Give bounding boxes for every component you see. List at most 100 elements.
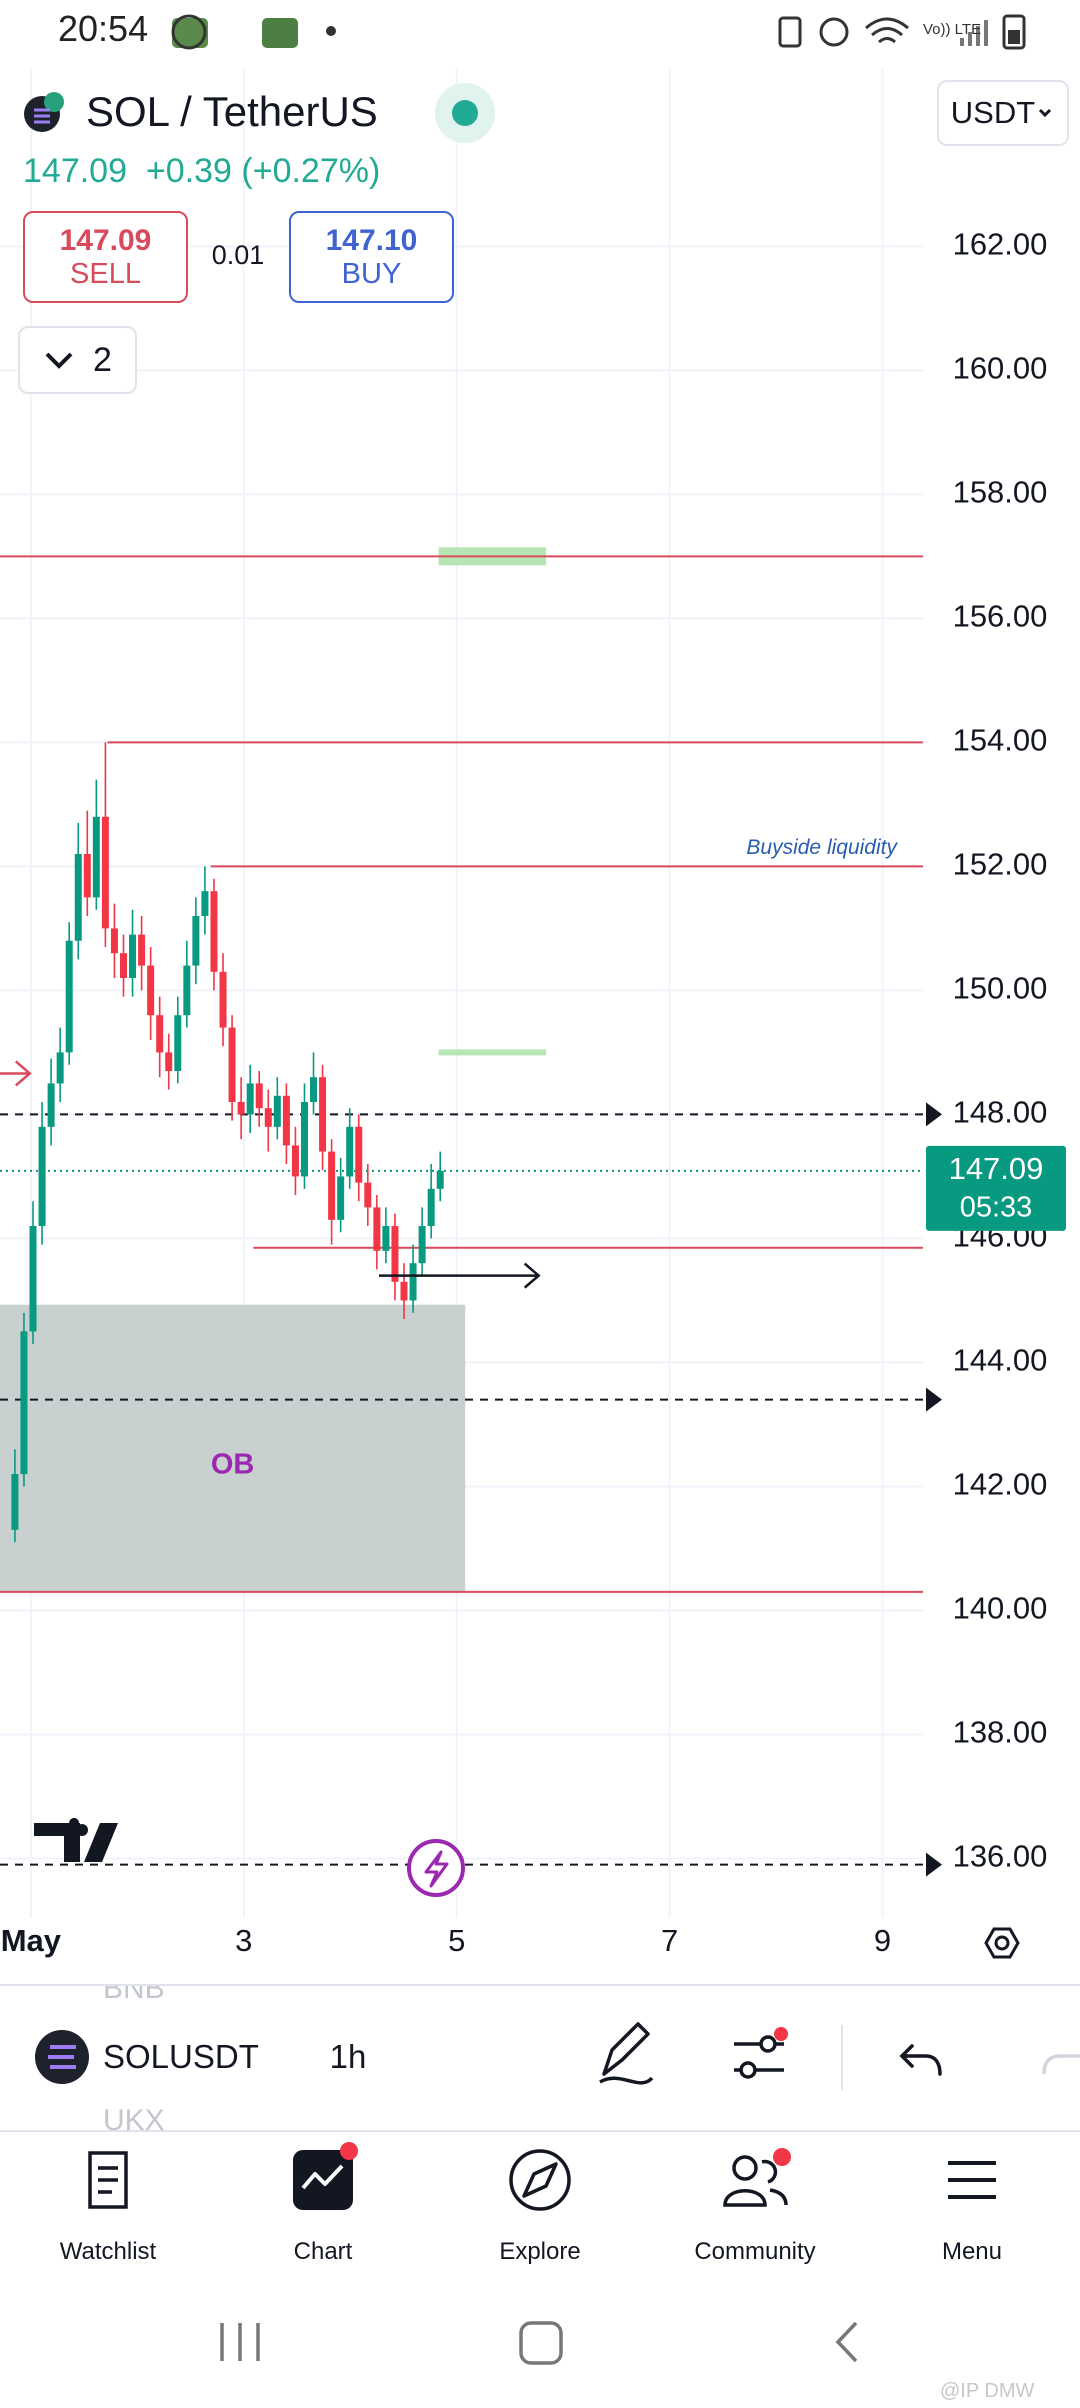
symbol-title[interactable]: SOL / TetherUS: [86, 88, 378, 135]
candle-body: [328, 1151, 336, 1220]
candle-body: [56, 1052, 64, 1084]
alert-button[interactable]: [407, 1839, 465, 1897]
buy-button[interactable]: 147.10 BUY: [289, 211, 454, 303]
nav-label[interactable]: Menu: [941, 2238, 1003, 2265]
line-label: Buyside liquidity: [746, 836, 898, 859]
candle-body: [273, 1095, 281, 1127]
undo-icon[interactable]: [899, 2044, 942, 2076]
candle-body: [418, 1226, 426, 1264]
sell-label: SELL: [70, 257, 141, 290]
interval-button[interactable]: 1h: [329, 2038, 367, 2075]
chart-icon-line: [301, 2164, 344, 2190]
candle-body: [319, 1077, 327, 1152]
line-end-marker: [926, 1387, 942, 1412]
candle-body: [110, 928, 118, 954]
wifi-icon: [865, 17, 909, 44]
candle-body: [20, 1331, 28, 1475]
indicators-toggle[interactable]: 2: [18, 326, 137, 394]
candle-body: [409, 1263, 417, 1301]
line-end-marker: [926, 1102, 942, 1127]
y-tick-label: 154.00: [953, 723, 1048, 758]
symbol-logo: [24, 92, 64, 132]
status-app-icon: [172, 18, 208, 48]
candle-body: [427, 1188, 435, 1227]
candle-body: [210, 891, 218, 972]
home-button[interactable]: [519, 2321, 563, 2365]
sell-button[interactable]: 147.09 SELL: [23, 211, 188, 303]
explore-icon[interactable]: [509, 2149, 571, 2211]
nav-label[interactable]: Watchlist: [59, 2238, 157, 2265]
candle-body: [201, 891, 209, 916]
status-time: 20:54: [58, 8, 149, 49]
order-block: [0, 1304, 466, 1592]
y-tick-label: 158.00: [953, 475, 1048, 510]
recents-button[interactable]: [220, 2323, 260, 2361]
buy-price: 147.10: [325, 223, 418, 257]
candle-body: [228, 1027, 236, 1103]
buy-label: BUY: [341, 257, 402, 290]
back-button[interactable]: [835, 2321, 858, 2363]
draw-icon[interactable]: [599, 2022, 654, 2085]
signal-icon: [960, 20, 988, 46]
lightning-icon: [424, 1850, 449, 1888]
sell-price: 147.09: [59, 223, 152, 257]
community-icon[interactable]: [732, 2155, 758, 2181]
redo-icon[interactable]: [1042, 2054, 1080, 2075]
status-app-icon: [262, 18, 298, 48]
candle-body: [310, 1077, 318, 1103]
battery-level: [1008, 30, 1020, 44]
nav-label[interactable]: Community: [694, 2238, 816, 2265]
chevron: [1039, 108, 1052, 118]
plot-area: 136.00138.00140.00142.00144.00146.00148.…: [0, 69, 1066, 1958]
candle-body: [346, 1126, 354, 1177]
candle-body: [174, 1015, 182, 1072]
x-tick-label: 5: [448, 1923, 465, 1958]
y-tick-label: 142.00: [953, 1467, 1048, 1502]
countdown-label: 05:33: [960, 1191, 1033, 1223]
chevron-path: [45, 352, 73, 369]
candle-body: [237, 1102, 245, 1115]
x-tick-label: 7: [661, 1923, 678, 1958]
candle-body: [391, 1226, 399, 1282]
symbol-button[interactable]: SOLUSDT: [103, 2038, 259, 2075]
candle-body: [400, 1281, 408, 1301]
candle-body: [282, 1095, 290, 1146]
candle-body: [147, 965, 155, 1016]
currency-select[interactable]: USDT: [937, 80, 1069, 146]
zone: [438, 1049, 547, 1056]
community-icon-body: [723, 2159, 788, 2207]
y-tick-label: 156.00: [953, 599, 1048, 634]
y-tick-label: 148.00: [953, 1095, 1048, 1130]
symbol-logo-mark: [34, 108, 50, 124]
candle-body: [337, 1176, 345, 1220]
candle-body: [436, 1170, 444, 1189]
candle-body: [101, 816, 109, 929]
menu-icon[interactable]: [948, 2161, 996, 2199]
indicators-knob: [739, 2061, 757, 2079]
y-tick-label: 140.00: [953, 1591, 1048, 1626]
settings-icon[interactable]: [984, 1927, 1020, 1959]
symbol-icon-mark: [48, 2045, 76, 2069]
status-icon: [778, 16, 802, 48]
nav-label[interactable]: Explore: [499, 2238, 581, 2265]
market-status[interactable]: [435, 83, 495, 143]
y-tick-label: 150.00: [953, 971, 1048, 1006]
y-tick-label: 152.00: [953, 847, 1048, 882]
price-tag: [926, 1145, 1066, 1231]
indicators-knob: [759, 2035, 777, 2053]
price-tag-label: 147.09: [949, 1151, 1044, 1186]
symbol-logo-badge: [44, 92, 64, 112]
candle-body: [119, 953, 127, 978]
candle-body: [300, 1102, 308, 1177]
last-price: 147.09: [23, 152, 127, 190]
battery-icon: [1002, 14, 1026, 50]
nav-label[interactable]: Chart: [293, 2238, 353, 2265]
watchlist-icon[interactable]: [88, 2151, 128, 2209]
candle-body: [11, 1474, 19, 1530]
order-block-label: OB: [211, 1449, 255, 1481]
chevron-path: [1039, 108, 1052, 118]
y-tick-label: 138.00: [953, 1715, 1048, 1750]
whatsapp-icon: [171, 14, 207, 50]
line-end-marker: [926, 1852, 942, 1877]
